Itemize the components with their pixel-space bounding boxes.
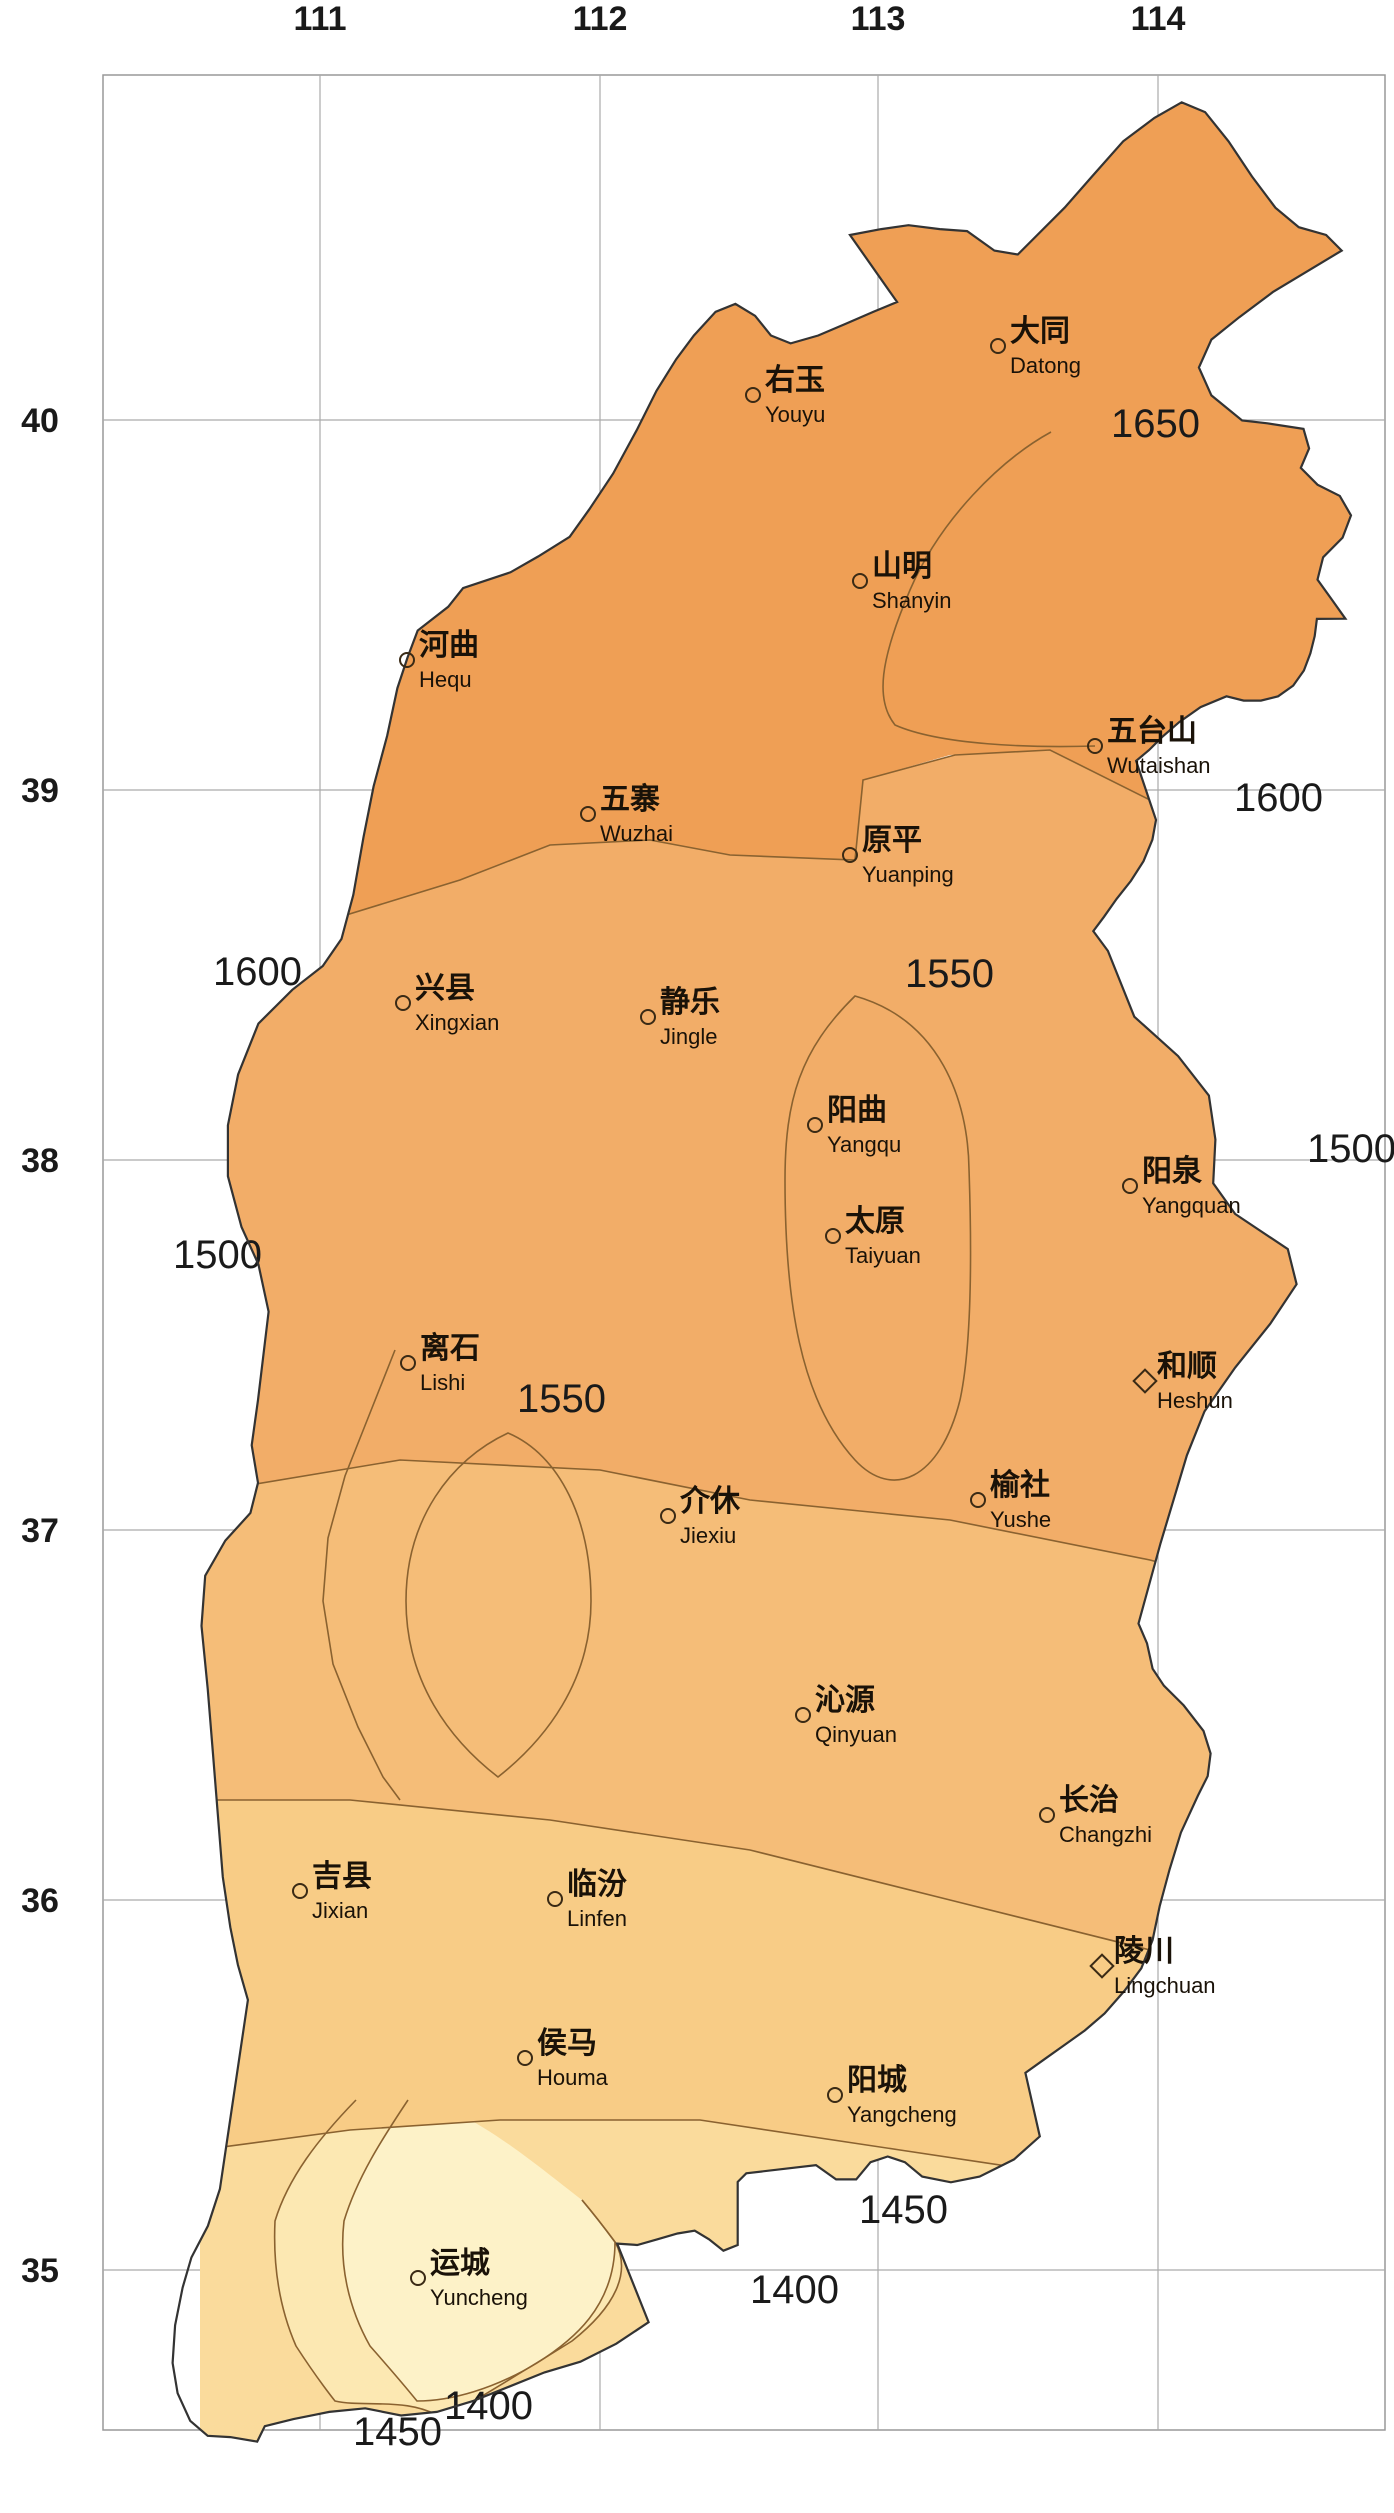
svg-text:Yuanping: Yuanping (862, 862, 954, 887)
svg-text:1450: 1450 (859, 2188, 948, 2232)
svg-text:111: 111 (294, 0, 347, 38)
svg-text:1600: 1600 (1234, 776, 1323, 820)
svg-text:Yangqu: Yangqu (827, 1132, 901, 1157)
svg-text:静乐: 静乐 (660, 986, 720, 1019)
svg-text:吉县: 吉县 (312, 1860, 372, 1893)
svg-text:Xingxian: Xingxian (415, 1010, 499, 1035)
svg-text:山明: 山明 (872, 550, 932, 583)
svg-text:五寨: 五寨 (600, 782, 660, 816)
svg-text:长治: 长治 (1059, 1784, 1119, 1817)
svg-text:介休: 介休 (679, 1485, 741, 1518)
svg-text:Jiexiu: Jiexiu (680, 1523, 736, 1548)
svg-text:兴县: 兴县 (415, 972, 475, 1005)
svg-text:1550: 1550 (517, 1377, 606, 1421)
svg-text:114: 114 (1131, 0, 1186, 38)
svg-text:阳泉: 阳泉 (1142, 1154, 1202, 1188)
svg-text:运城: 运城 (430, 2247, 490, 2280)
svg-text:Yuncheng: Yuncheng (430, 2285, 528, 2310)
svg-text:Houma: Houma (537, 2065, 609, 2090)
svg-text:35: 35 (21, 2252, 59, 2290)
svg-text:侯马: 侯马 (537, 2027, 597, 2060)
svg-text:Yangquan: Yangquan (1142, 1193, 1241, 1218)
svg-text:五台山: 五台山 (1107, 714, 1197, 748)
svg-text:陵川: 陵川 (1114, 1935, 1174, 1968)
svg-text:Changzhi: Changzhi (1059, 1822, 1152, 1847)
svg-text:Yangcheng: Yangcheng (847, 2102, 957, 2127)
svg-text:Datong: Datong (1010, 353, 1081, 378)
svg-text:沁源: 沁源 (815, 1684, 875, 1717)
svg-text:Wuzhai: Wuzhai (600, 821, 673, 846)
svg-text:1600: 1600 (213, 950, 302, 994)
svg-text:Yushe: Yushe (990, 1507, 1051, 1532)
svg-text:1400: 1400 (750, 2268, 839, 2312)
svg-text:Hequ: Hequ (419, 667, 472, 692)
svg-text:原平: 原平 (862, 824, 922, 857)
svg-text:阳曲: 阳曲 (827, 1094, 887, 1127)
svg-text:1450: 1450 (353, 2410, 442, 2454)
svg-text:Wutaishan: Wutaishan (1107, 753, 1211, 778)
svg-text:1500: 1500 (1307, 1127, 1394, 1171)
svg-text:离石: 离石 (420, 1332, 480, 1365)
svg-text:右玉: 右玉 (765, 364, 825, 397)
svg-text:1650: 1650 (1111, 402, 1200, 446)
svg-text:Taiyuan: Taiyuan (845, 1243, 921, 1268)
svg-text:113: 113 (851, 0, 906, 38)
svg-text:Qinyuan: Qinyuan (815, 1722, 897, 1747)
svg-text:Lingchuan: Lingchuan (1114, 1973, 1216, 1998)
svg-text:榆社: 榆社 (990, 1469, 1050, 1502)
svg-text:112: 112 (573, 0, 628, 38)
svg-text:1550: 1550 (905, 952, 994, 996)
svg-text:39: 39 (21, 772, 59, 810)
svg-text:38: 38 (21, 1142, 59, 1180)
svg-text:Shanyin: Shanyin (872, 588, 952, 613)
svg-text:阳城: 阳城 (847, 2064, 907, 2097)
svg-text:37: 37 (21, 1512, 59, 1550)
svg-text:Heshun: Heshun (1157, 1388, 1233, 1413)
svg-text:1500: 1500 (173, 1233, 262, 1277)
svg-text:Lishi: Lishi (420, 1370, 465, 1395)
svg-text:和顺: 和顺 (1157, 1350, 1217, 1383)
svg-text:Jingle: Jingle (660, 1024, 717, 1049)
svg-text:40: 40 (21, 402, 59, 440)
svg-text:Jixian: Jixian (312, 1898, 368, 1923)
svg-text:河曲: 河曲 (419, 629, 479, 662)
svg-text:太原: 太原 (845, 1205, 905, 1238)
svg-text:36: 36 (21, 1882, 59, 1920)
svg-text:大同: 大同 (1010, 315, 1070, 348)
svg-text:临汾: 临汾 (567, 1867, 627, 1901)
svg-text:Youyu: Youyu (765, 402, 825, 427)
svg-text:Linfen: Linfen (567, 1906, 627, 1931)
